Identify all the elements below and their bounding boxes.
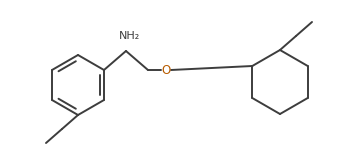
Text: NH₂: NH₂	[119, 31, 140, 41]
Text: O: O	[161, 64, 170, 76]
